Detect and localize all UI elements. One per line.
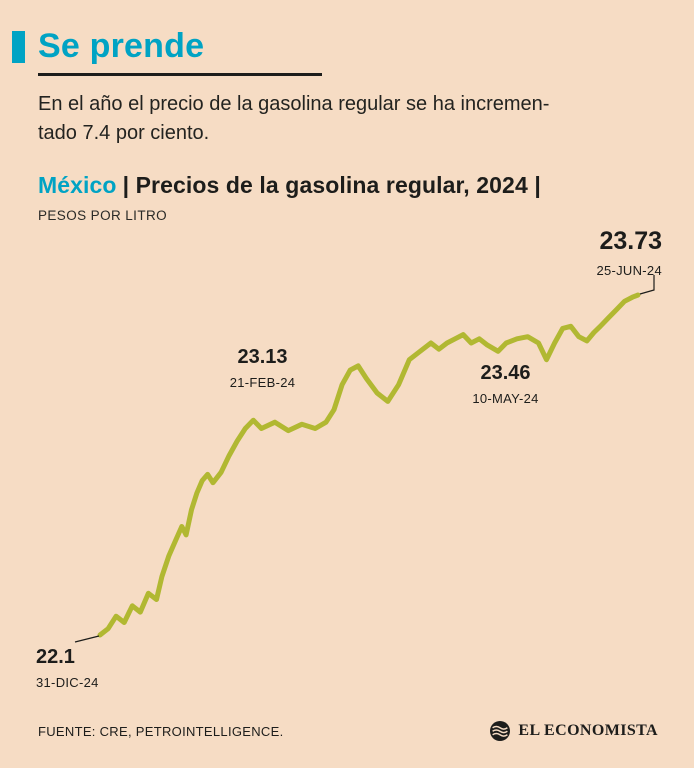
annotation-may-date: 10-MAY-24 [472,391,539,406]
annotation-may: 23.46 10-MAY-24 [448,362,563,406]
brand-name: EL ECONOMISTA [518,722,658,739]
title-row: Se prende [12,28,204,64]
annotation-feb: 23.13 21-FEB-24 [205,346,320,390]
source-credit: FUENTE: CRE, PETROINTELLIGENCE. [38,723,284,739]
annotation-feb-date: 21-FEB-24 [229,375,296,390]
annotation-start: 22.1 31-DIC-24 [36,646,146,690]
annotation-end-value: 23.73 [599,227,662,255]
annotation-may-value: 23.46 [480,362,531,384]
subtitle-line-1: En el año el precio de la gasolina regul… [38,93,550,115]
annotation-feb-value: 23.13 [237,346,288,368]
title-underline [38,73,322,76]
price-line-chart [74,275,655,643]
subtitle-line-2: tado 7.4 por ciento. [38,122,210,144]
el-economista-logo-icon [490,721,511,741]
annotation-start-date: 31-DIC-24 [36,675,99,690]
chart-title-text: | Precios de la gasolina regular, 2024 | [122,172,541,198]
y-axis-unit-label: PESOS POR LITRO [38,208,168,223]
start-leader-line [74,635,100,643]
chart-area: 22.1 31-DIC-24 23.13 21-FEB-24 23.46 10-… [0,227,694,698]
brand-lockup: EL ECONOMISTA [489,720,658,742]
title-accent-marker [12,31,25,63]
end-leader-line [639,275,655,295]
chart-title: México | Precios de la gasolina regular, … [38,172,541,199]
annotation-end-date: 25-JUN-24 [596,262,662,278]
annotation-end: 23.73 25-JUN-24 [536,227,666,278]
annotation-start-value: 22.1 [36,646,75,668]
footer: FUENTE: CRE, PETROINTELLIGENCE. EL ECONO… [38,720,658,742]
chart-title-region: México [38,172,117,198]
price-line [97,292,641,638]
subtitle: En el año el precio de la gasolina regul… [38,90,668,148]
page-title: Se prende [38,27,205,65]
